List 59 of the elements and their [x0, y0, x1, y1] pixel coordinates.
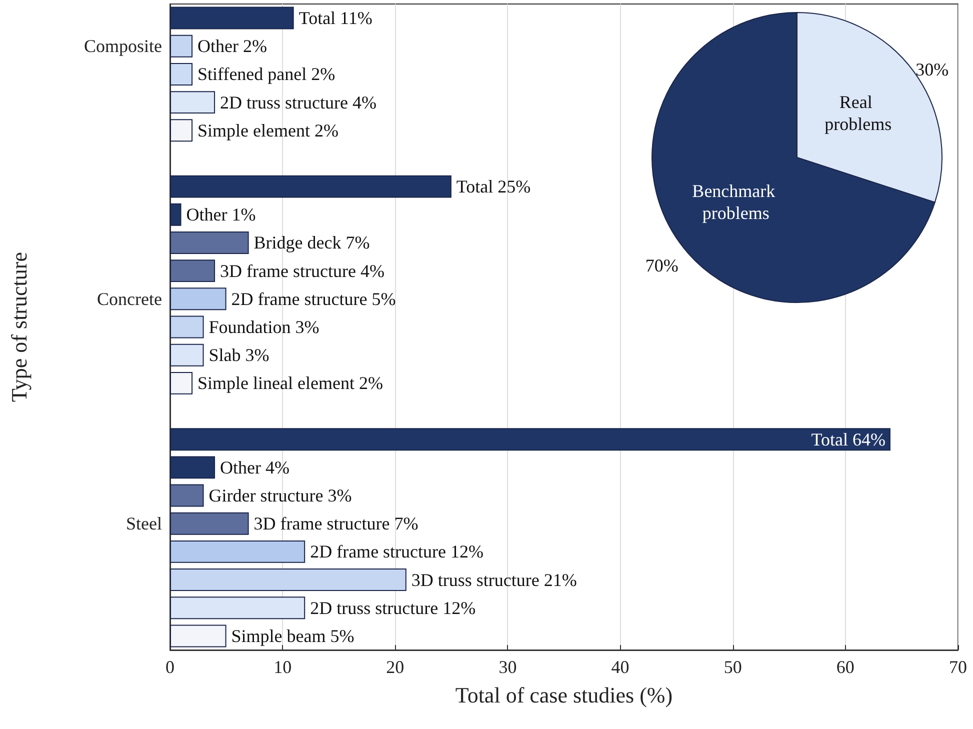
data-label: 2D truss structure 12%	[310, 598, 476, 618]
x-tick-label: 30	[498, 657, 517, 677]
data-label: Other 2%	[198, 36, 267, 56]
bar	[170, 596, 306, 620]
bar	[170, 6, 294, 30]
bar	[170, 372, 193, 394]
bar	[170, 203, 182, 226]
bar	[170, 428, 890, 451]
bar	[170, 232, 249, 254]
data-label: 2D truss structure 4%	[220, 92, 377, 112]
data-label: Total 11%	[298, 8, 372, 28]
data-label: Simple beam 5%	[231, 626, 354, 646]
data-label: Simple lineal element 2%	[198, 373, 383, 394]
data-label: Slab 3%	[208, 345, 270, 366]
x-tick-label: 40	[611, 657, 630, 677]
bar	[170, 34, 193, 58]
data-label: Other 4%	[220, 457, 290, 478]
data-label: Girder structure 3%	[208, 486, 352, 506]
data-label: Stiffened panel 2%	[198, 64, 336, 84]
bar	[170, 91, 216, 114]
x-tick-label: 70	[949, 657, 967, 677]
x-tick-label: 10	[274, 657, 292, 677]
data-label: 3D frame structure 7%	[254, 514, 418, 534]
bar	[170, 484, 204, 507]
data-label: Other 1%	[186, 204, 256, 225]
data-label: Total 64%	[811, 429, 886, 450]
x-tick-label: 0	[166, 657, 174, 677]
data-label: Total 25%	[456, 176, 531, 197]
slice-label: Real problems	[824, 92, 892, 134]
x-tick-label: 60	[836, 657, 854, 677]
bar	[170, 316, 204, 338]
bar	[170, 624, 226, 648]
bar	[170, 62, 193, 86]
bar	[170, 119, 193, 142]
data-label: Bridge deck 7%	[254, 232, 370, 253]
y-tick-label: Concrete	[97, 288, 162, 309]
data-label: 3D frame structure 4%	[220, 260, 384, 281]
data-label: Simple element 2%	[198, 120, 338, 140]
x-axis-title: Total of case studies (%)	[455, 682, 673, 708]
data-label: 30%	[916, 59, 949, 80]
bar	[170, 512, 249, 535]
y-tick-label: Steel	[126, 514, 162, 534]
x-tick-label: 50	[724, 657, 742, 677]
data-label: 2D frame structure 5%	[231, 288, 396, 309]
bar	[170, 540, 306, 563]
bar	[170, 288, 226, 310]
bar	[170, 344, 204, 366]
data-label: Foundation 3%	[208, 317, 320, 337]
data-label: 3D truss structure 21%	[411, 570, 577, 590]
y-axis-title: Type of structure	[6, 252, 32, 402]
x-tick-label: 20	[386, 657, 404, 677]
y-tick-label: Composite	[84, 36, 162, 56]
bar	[170, 260, 216, 282]
data-label: 70%	[645, 256, 678, 276]
bar	[170, 568, 406, 592]
data-label: 2D frame structure 12%	[310, 542, 484, 562]
bar	[170, 456, 216, 479]
bar	[170, 175, 452, 198]
slice-label: Benchmark problems	[692, 180, 780, 223]
